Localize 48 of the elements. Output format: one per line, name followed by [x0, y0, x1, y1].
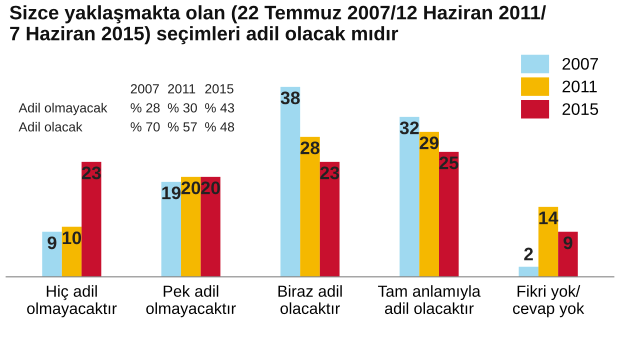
- data-label: 23: [82, 166, 101, 180]
- bar: [181, 176, 201, 277]
- x-tick-label: Fikri yok/ cevap yok: [513, 285, 584, 318]
- data-label: 25: [439, 156, 458, 170]
- x-tick-label: Tam anlamıyla adil olacaktır: [378, 285, 481, 314]
- data-label: 19: [162, 186, 181, 200]
- annotation: % 48: [205, 122, 234, 132]
- bar: [558, 232, 578, 277]
- data-label: 32: [400, 121, 419, 134]
- bar: [82, 162, 102, 277]
- legend-label: 2007: [562, 58, 598, 70]
- data-label: 29: [420, 136, 439, 150]
- data-label: 20: [201, 181, 220, 194]
- annotation: % 43: [205, 103, 234, 113]
- annotation: 2015: [205, 84, 234, 94]
- annotation: % 30: [168, 103, 197, 113]
- annotation: % 57: [168, 122, 197, 132]
- x-tick-label: Hiç adil olmayacaktır: [27, 285, 117, 318]
- annotation: % 70: [130, 122, 160, 132]
- annotation: Adil olmayacak: [18, 102, 108, 116]
- bar: [320, 162, 340, 277]
- bar: [518, 266, 538, 277]
- annotation: % 28: [130, 103, 160, 113]
- data-label: 9: [564, 236, 572, 250]
- bar: [538, 206, 558, 277]
- bar: [419, 132, 439, 277]
- data-label: 20: [181, 181, 200, 194]
- bar: [200, 176, 220, 277]
- annotation: 2007: [130, 84, 159, 94]
- legend-label: 2015: [562, 103, 598, 115]
- annotation: 2011: [168, 84, 196, 94]
- data-label: 28: [300, 141, 320, 154]
- data-label: 9: [48, 236, 56, 250]
- x-tick-label: Pek adil olmayacaktır: [146, 285, 236, 318]
- data-label: 23: [320, 166, 340, 180]
- bar: [42, 232, 62, 277]
- chart-title: Sizce yaklaşmakta olan (22 Temmuz 2007/12 Haziran 2011/ 7 Haziran 2015) seçimleri adil olacak mıdır: [10, 5, 546, 44]
- data-label: 38: [280, 91, 300, 104]
- bar: [300, 136, 320, 277]
- annotation: Adil olacak: [18, 122, 82, 132]
- data-label: 10: [62, 231, 82, 244]
- bar: [161, 182, 182, 277]
- data-label: 2: [524, 248, 533, 260]
- bar: [438, 152, 459, 277]
- x-tick-label: Biraz adil olacaktır: [278, 285, 342, 314]
- legend-label: 2011: [562, 80, 597, 92]
- bar: [400, 116, 420, 277]
- bar: [280, 86, 300, 277]
